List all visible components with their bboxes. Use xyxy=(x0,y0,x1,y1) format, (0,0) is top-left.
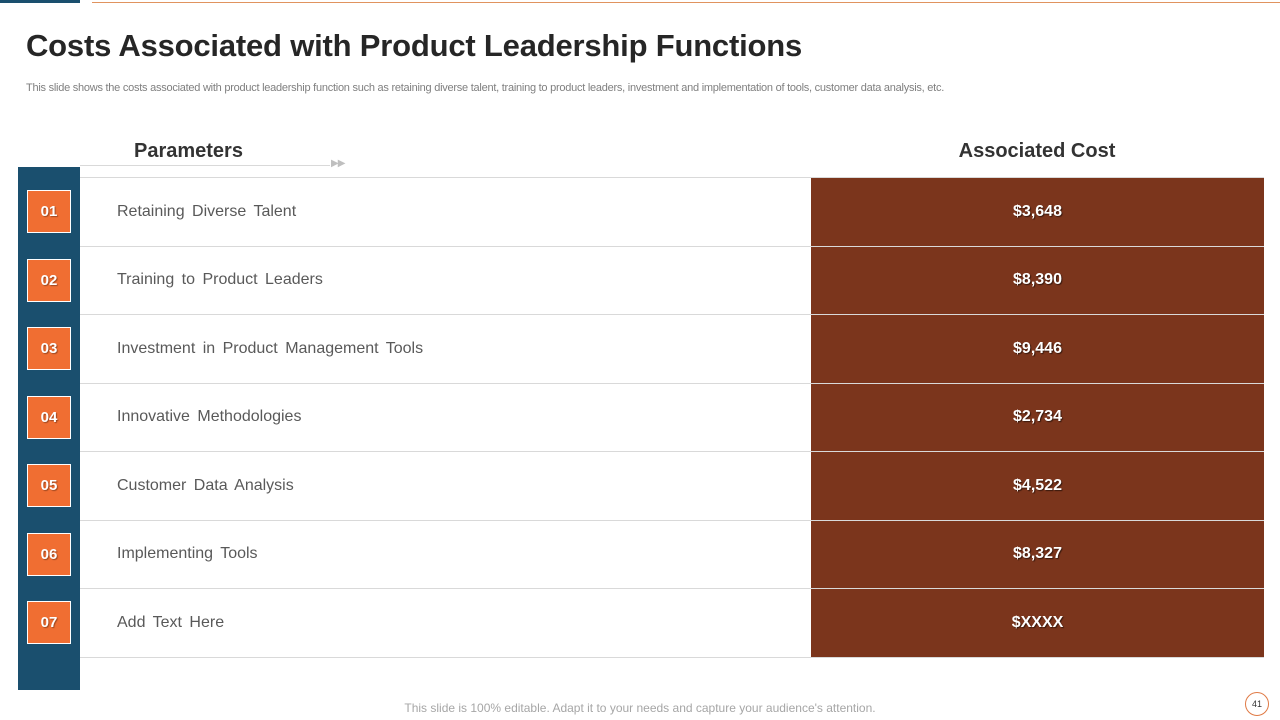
column-header-associated-cost: Associated Cost xyxy=(958,140,1116,162)
row-number-badge: 01 xyxy=(27,190,71,233)
table-row: Implementing Tools $8,327 xyxy=(80,520,1264,589)
cost-value: $8,390 xyxy=(811,246,1264,314)
parameter-label: Training to Product Leaders xyxy=(117,271,323,289)
row-number-badge: 03 xyxy=(27,327,71,370)
top-accent-bar xyxy=(0,0,80,3)
cost-value: $XXXX xyxy=(811,589,1264,657)
row-number-badge: 05 xyxy=(27,464,71,507)
cost-value: $4,522 xyxy=(811,452,1264,520)
table-row: Innovative Methodologies $2,734 xyxy=(80,383,1264,452)
header-divider xyxy=(80,165,330,166)
cost-table: Retaining Diverse Talent $3,648 Training… xyxy=(80,177,1264,658)
row-number-badge: 02 xyxy=(27,258,71,302)
table-row: Retaining Diverse Talent $3,648 xyxy=(80,178,1264,247)
footer-note: This slide is 100% editable. Adapt it to… xyxy=(404,701,876,715)
table-row: Add Text Here $XXXX xyxy=(80,589,1264,658)
parameter-label: Customer Data Analysis xyxy=(117,476,294,494)
table-row: Investment in Product Management Tools $… xyxy=(80,315,1264,384)
table-row: Training to Product Leaders $8,390 xyxy=(80,246,1264,315)
column-header-parameters: Parameters xyxy=(134,140,243,162)
top-accent-line xyxy=(92,2,1280,3)
parameter-label: Retaining Diverse Talent xyxy=(117,202,297,220)
row-number-badge: 07 xyxy=(27,601,71,644)
cost-value: $8,327 xyxy=(811,520,1264,588)
parameter-label: Innovative Methodologies xyxy=(117,408,302,426)
page-number: 41 xyxy=(1245,692,1269,716)
parameter-label: Investment in Product Management Tools xyxy=(117,339,424,357)
table-row: Customer Data Analysis $4,522 xyxy=(80,452,1264,521)
row-number-badge: 06 xyxy=(27,532,71,576)
cost-value: $3,648 xyxy=(811,178,1264,246)
double-arrow-icon: ▶▶ xyxy=(331,158,345,169)
row-number-badge: 04 xyxy=(27,395,71,439)
page-title: Costs Associated with Product Leadership… xyxy=(26,28,803,63)
cost-value: $2,734 xyxy=(811,383,1264,451)
parameter-label: Implementing Tools xyxy=(117,545,258,563)
parameter-label: Add Text Here xyxy=(117,613,225,631)
page-subtitle: This slide shows the costs associated wi… xyxy=(26,82,945,94)
cost-value: $9,446 xyxy=(811,315,1264,383)
